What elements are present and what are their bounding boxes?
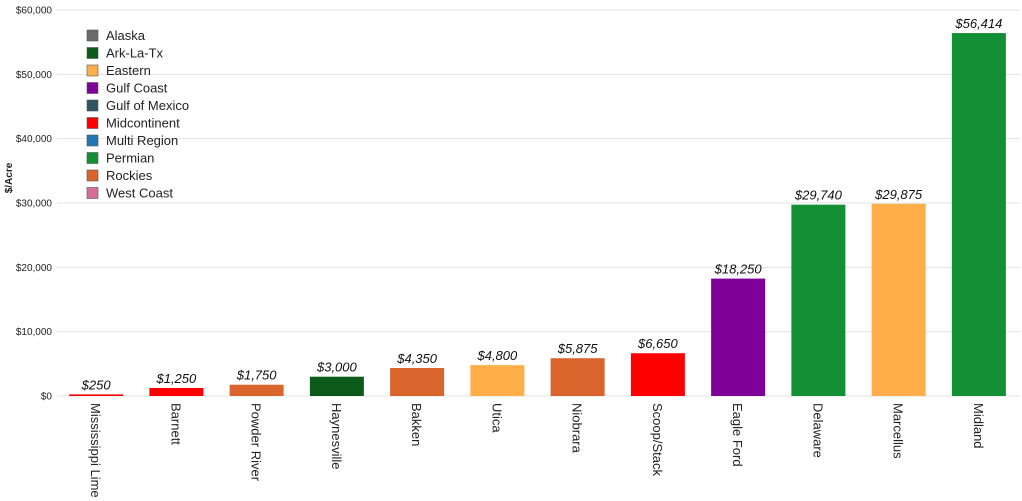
legend-label: Permian — [106, 151, 154, 166]
data-label: $250 — [81, 377, 112, 392]
category-label: Barnett — [168, 403, 183, 445]
y-axis-ticks: $0 $10,000 $20,000 $30,000 $40,000 $50,000 $60… — [16, 6, 53, 403]
data-label: $4,800 — [476, 348, 518, 363]
category-labels: Mississippi Lime Barnett Powder River Hayne… — [88, 403, 986, 498]
data-label: $18,250 — [714, 262, 763, 277]
legend-swatch — [86, 47, 99, 59]
data-labels: $250 $1,250 $1,750 $3,000 $4,350 $4,800 $5,875… — [81, 16, 1003, 392]
bar-eagle-ford — [711, 278, 766, 396]
gridlines — [57, 9, 1020, 397]
y-tick-label: $30,000 — [16, 199, 53, 210]
category-label: Scoop/Stack — [650, 403, 665, 476]
bar-haynesville — [309, 376, 364, 396]
y-tick-label: $10,000 — [16, 327, 53, 338]
legend-swatch — [86, 29, 99, 42]
category-label: Eagle Ford — [730, 403, 745, 467]
category-label: Utica — [489, 403, 504, 433]
legend-swatch — [86, 169, 99, 182]
bar-delaware — [791, 204, 846, 396]
legend-swatch — [86, 187, 99, 199]
category-label: Mississippi Lime — [88, 403, 103, 498]
legend: Alaska Ark-La-Tx Eastern Gulf Coast Gulf of … — [86, 28, 189, 201]
category-label: Midland — [971, 403, 986, 449]
data-label: $1,250 — [155, 371, 197, 386]
legend-label: Gulf Coast — [106, 81, 168, 96]
bar-barnett — [149, 387, 204, 396]
y-tick-label: $0 — [41, 392, 53, 403]
legend-label: Midcontinent — [106, 116, 180, 131]
bar-midland — [951, 33, 1006, 396]
legend-label: Alaska — [106, 28, 146, 43]
bars — [69, 33, 1006, 396]
category-label: Bakken — [409, 403, 424, 446]
data-label: $56,414 — [954, 16, 1002, 31]
y-tick-label: $60,000 — [16, 6, 53, 17]
bar-mississippi-lime — [69, 394, 124, 396]
bar-powder-river — [229, 384, 284, 396]
data-label: $1,750 — [236, 368, 278, 383]
data-label: $29,875 — [874, 187, 923, 202]
y-tick-label: $50,000 — [16, 70, 53, 81]
legend-label: Multi Region — [106, 133, 178, 148]
legend-label: West Coast — [106, 186, 173, 201]
data-label: $29,740 — [794, 188, 843, 203]
bar-utica — [470, 365, 525, 396]
legend-label: Gulf of Mexico — [106, 98, 189, 113]
bar-marcellus — [871, 203, 926, 396]
bar-bakken — [390, 368, 445, 396]
legend-swatch — [86, 117, 99, 129]
legend-label: Ark-La-Tx — [106, 46, 164, 61]
legend-swatch — [86, 152, 99, 164]
legend-swatch — [86, 134, 99, 147]
category-label: Powder River — [249, 403, 264, 482]
y-axis-title: $/Acre — [4, 162, 15, 193]
bar-niobrara — [550, 358, 605, 396]
legend-swatch — [86, 82, 99, 94]
legend-label: Eastern — [106, 63, 151, 78]
data-label: $6,650 — [637, 336, 679, 351]
data-label: $4,350 — [396, 351, 438, 366]
category-label: Delaware — [810, 403, 825, 458]
legend-swatch — [86, 64, 99, 77]
legend-swatch — [86, 99, 99, 112]
data-label: $3,000 — [316, 360, 358, 375]
category-label: Marcellus — [891, 403, 906, 459]
y-tick-label: $40,000 — [16, 134, 53, 145]
bar-scoop-stack — [630, 353, 685, 396]
category-label: Haynesville — [329, 403, 344, 469]
category-label: Niobrara — [570, 403, 585, 454]
legend-label: Rockies — [106, 168, 153, 183]
y-tick-label: $20,000 — [16, 263, 53, 274]
data-label: $5,875 — [557, 341, 599, 356]
